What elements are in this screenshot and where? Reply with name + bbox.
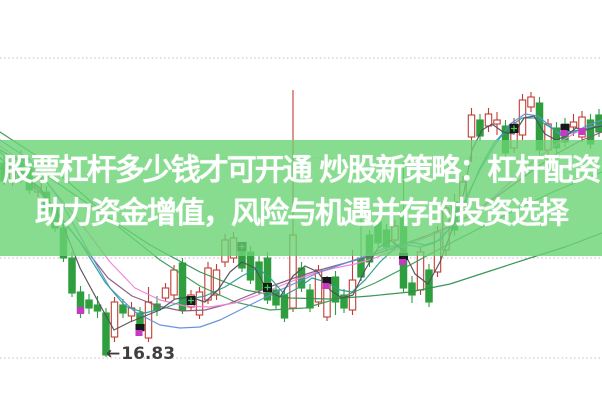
low-price-value: 16.83 [121, 344, 176, 364]
ma-teal [0, 117, 602, 314]
candle-body [178, 262, 187, 311]
candle-body [195, 291, 204, 316]
left-arrow-icon: ← [106, 344, 121, 364]
candle-body [340, 294, 348, 309]
candle-body [93, 304, 102, 312]
signal-marker-purple [135, 330, 143, 336]
candle-body [280, 294, 289, 319]
low-price-label: ←16.83 [106, 344, 175, 364]
signal-marker-purple [322, 283, 330, 289]
candle-body [527, 96, 535, 108]
candle-body [425, 269, 433, 303]
candle-body [595, 114, 602, 133]
candle-body [119, 304, 127, 314]
signal-marker-black [399, 253, 408, 260]
candle-body [476, 119, 484, 137]
signal-marker-black [560, 124, 570, 131]
signal-marker-black [135, 324, 145, 331]
candle-body [85, 299, 93, 309]
candle-body [68, 257, 76, 294]
signal-marker-purple [560, 130, 568, 136]
signal-marker-purple [399, 259, 406, 265]
candle-body [110, 301, 119, 338]
candle-body [314, 269, 323, 303]
candle-body [493, 119, 501, 125]
signal-marker-purple [77, 307, 84, 314]
candle-body [467, 114, 476, 138]
candle-body [272, 289, 280, 306]
signal-marker-black [322, 277, 332, 284]
headline-line1: 股票杠杆多少钱才可开通 炒股新策略：杠杆配资 [2, 153, 601, 188]
headline-line2: 助力资金增值，风险与机遇并存的投资选择 [35, 196, 569, 231]
candle-body [161, 287, 170, 299]
headline-band [0, 140, 602, 256]
signal-marker-purple [578, 128, 586, 135]
candle-body [408, 282, 416, 296]
headline: 股票杠杆多少钱才可开通 炒股新策略：杠杆配资 助力资金增值，风险与机遇并存的投资… [0, 149, 602, 235]
ma-dark [0, 115, 602, 331]
candle-body [102, 312, 110, 356]
candle-body [569, 121, 578, 128]
candle-body [212, 269, 221, 296]
candle-body [170, 269, 178, 296]
